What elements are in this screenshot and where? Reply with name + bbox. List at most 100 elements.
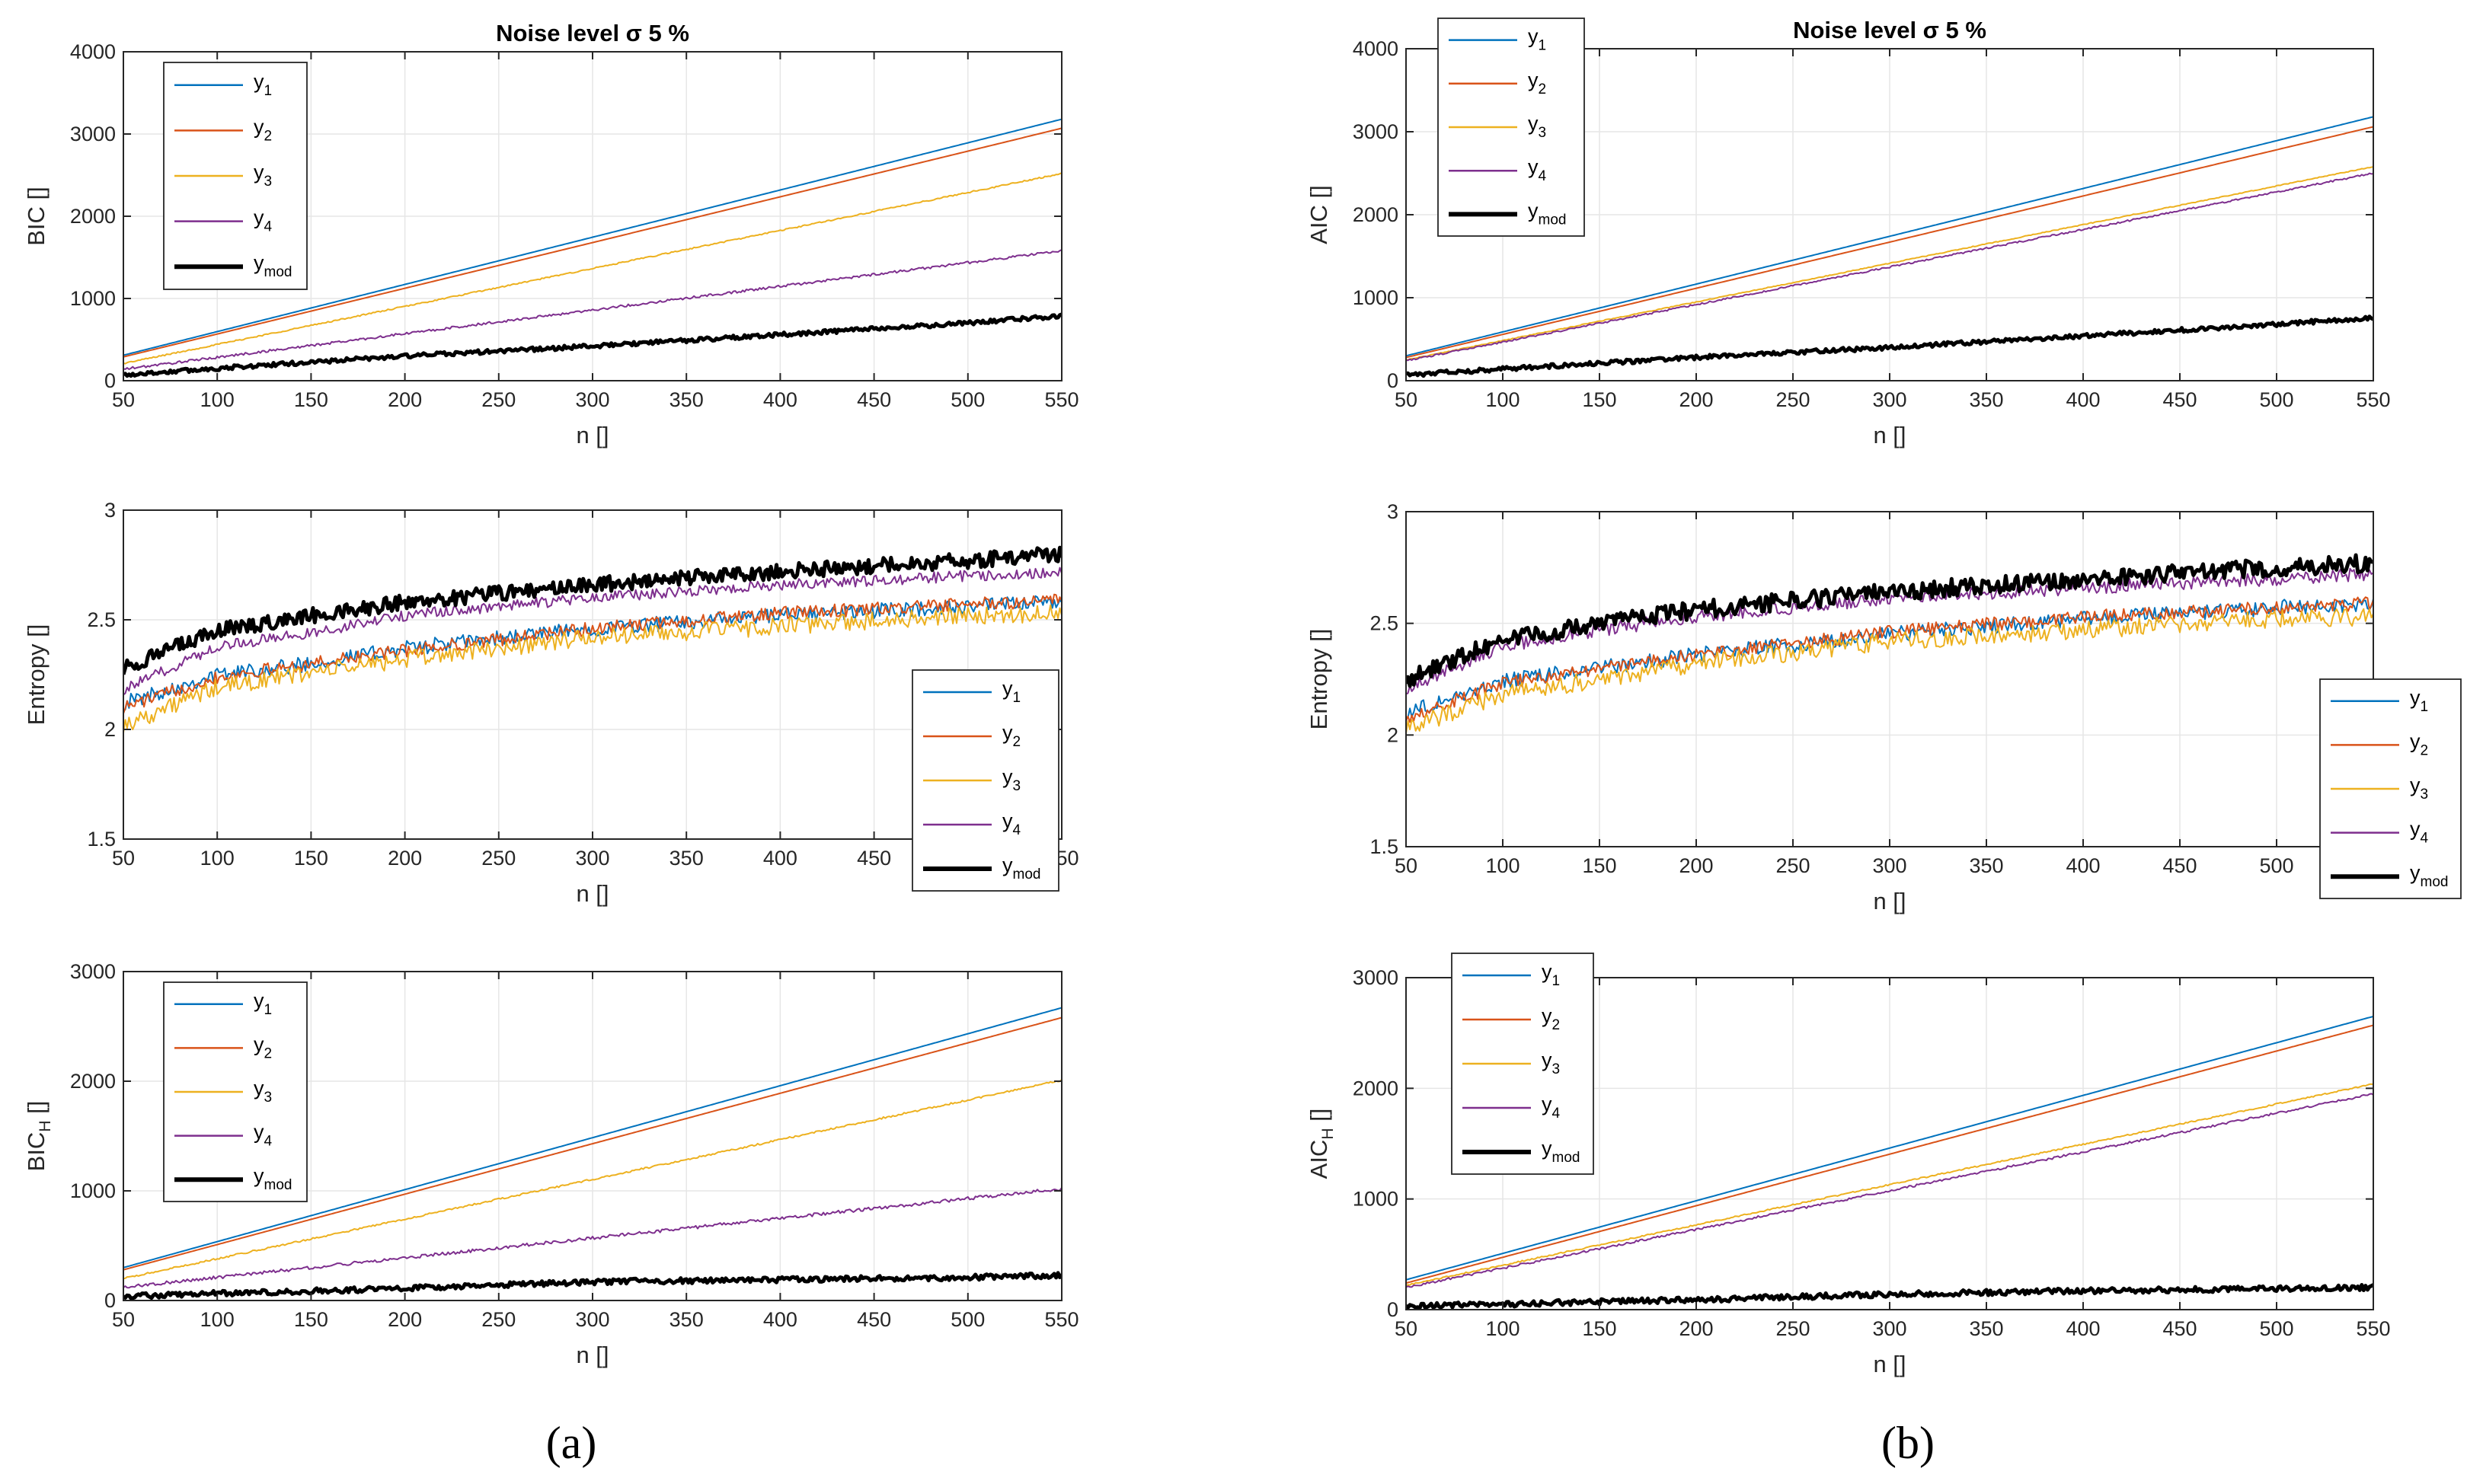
x-tick-label: 50 [1395,388,1417,411]
legend-label-y4: y4 [1542,1093,1561,1122]
legend-label-y2: y2 [254,1032,272,1061]
y-tick-label: 0 [104,369,116,392]
y-axis-label: BIC [] [23,187,50,246]
y-tick-label: 2.5 [1369,612,1398,635]
x-tick-label: 250 [481,1308,516,1331]
series-line-y1 [1406,598,2373,719]
legend-label-y4: y4 [254,206,273,235]
y-tick-label: 1000 [1353,1188,1398,1211]
series-line-y4 [123,1187,1062,1289]
series-line-y1 [123,118,1062,356]
x-tick-label: 100 [1485,854,1520,877]
series-line-y4 [123,249,1062,370]
y-axis-label: Entropy [] [1305,629,1332,730]
x-tick-label: 50 [1395,854,1417,877]
panel-label-a: (a) [546,1418,597,1468]
x-tick-label: 350 [669,847,704,870]
x-axis-label: n [] [1873,422,1906,448]
legend: y1 y2 y3 y4 ymod [1437,18,1585,237]
x-tick-label: 350 [1969,388,2003,411]
series-line-ymod [123,312,1062,378]
x-tick-label: 100 [200,847,235,870]
y-tick-label: 1000 [70,1179,116,1202]
x-tick-label: 300 [575,1308,609,1331]
x-tick-label: 150 [1582,854,1616,877]
series-line-y1 [1406,1015,2373,1281]
y-tick-label: 3000 [70,123,116,145]
y-axis-label: AICH [] [1305,1109,1337,1179]
legend-label-y1: y1 [1002,677,1021,706]
y-axis-label: AIC [] [1305,185,1332,244]
x-tick-label: 500 [2259,388,2293,411]
series-line-y1 [123,1007,1062,1269]
y-tick-label: 2 [1387,723,1398,746]
x-tick-label: 300 [575,388,609,411]
y-tick-label: 1.5 [1369,835,1398,858]
legend-label-ymod: ymod [1002,854,1040,882]
y-tick-label: 3 [1387,500,1398,523]
legend-label-y2: y2 [1528,69,1546,97]
x-tick-label: 200 [388,388,422,411]
legend-label-y3: y3 [254,161,272,190]
x-tick-label: 450 [2162,854,2197,877]
y-axis-label: BICH [] [23,1101,54,1172]
series-line-y3 [123,1079,1062,1280]
legend-label-y3: y3 [1542,1048,1560,1077]
legend-label-y4: y4 [1528,155,1547,184]
y-tick-label: 0 [1387,369,1398,392]
x-tick-label: 150 [294,847,328,870]
series-line-y3 [1406,608,2373,734]
legend: y1 y2 y3 y4 ymod [163,62,308,290]
x-tick-label: 100 [1485,388,1520,411]
x-tick-label: 500 [951,388,985,411]
y-tick-label: 4000 [1353,37,1398,60]
x-tick-label: 250 [1775,854,1810,877]
x-tick-label: 100 [1485,1317,1520,1340]
legend-label-y1: y1 [254,70,272,99]
x-tick-label: 550 [2356,1317,2390,1340]
legend: y1 y2 y3 y4 ymod [163,981,308,1202]
legend-label-y2: y2 [2410,729,2428,758]
x-tick-label: 200 [388,847,422,870]
x-tick-label: 450 [2162,1317,2197,1340]
y-tick-label: 4000 [70,40,116,63]
x-tick-label: 400 [763,1308,797,1331]
legend-label-y1: y1 [1528,25,1546,54]
x-tick-label: 350 [1969,1317,2003,1340]
chart-a1: 50 100 150 200 250 300 350 400 450 500 550 0 1000 200… [23,20,1079,448]
x-axis-label: n [] [576,1342,609,1368]
x-tick-label: 350 [669,388,704,411]
y-tick-label: 1000 [70,287,116,310]
legend-label-y2: y2 [1002,721,1021,750]
x-tick-label: 300 [1872,854,1906,877]
y-tick-label: 3 [104,499,116,522]
series-line-y4 [1406,172,2373,362]
series-line-y2 [1406,1024,2373,1285]
series-line-y2 [123,593,1062,714]
x-axis-label: n [] [576,880,609,907]
x-tick-label: 150 [1582,1317,1616,1340]
x-axis-label: n [] [1873,1351,1906,1377]
y-tick-label: 0 [1387,1298,1398,1321]
y-tick-label: 2000 [1353,1077,1398,1099]
series-line-ymod [123,1271,1062,1300]
series-line-y2 [1406,126,2373,359]
y-tick-label: 2 [104,718,116,741]
y-tick-label: 3000 [1353,966,1398,989]
series-line-y4 [1406,1093,2373,1288]
y-tick-label: 1.5 [87,828,116,851]
series-line-y1 [1406,116,2373,357]
x-tick-label: 500 [951,1308,985,1331]
x-tick-label: 250 [481,847,516,870]
legend-label-y1: y1 [2410,686,2428,715]
series-line-y3 [123,604,1062,733]
series-line-y2 [1406,596,2373,723]
series-line-y2 [123,127,1062,358]
series-line-y3 [123,172,1062,365]
x-tick-label: 500 [2259,1317,2293,1340]
series-line-ymod [1406,553,2373,688]
x-tick-label: 400 [763,847,797,870]
x-tick-label: 400 [2066,854,2100,877]
legend-label-y2: y2 [254,115,272,144]
y-tick-label: 0 [104,1289,116,1312]
